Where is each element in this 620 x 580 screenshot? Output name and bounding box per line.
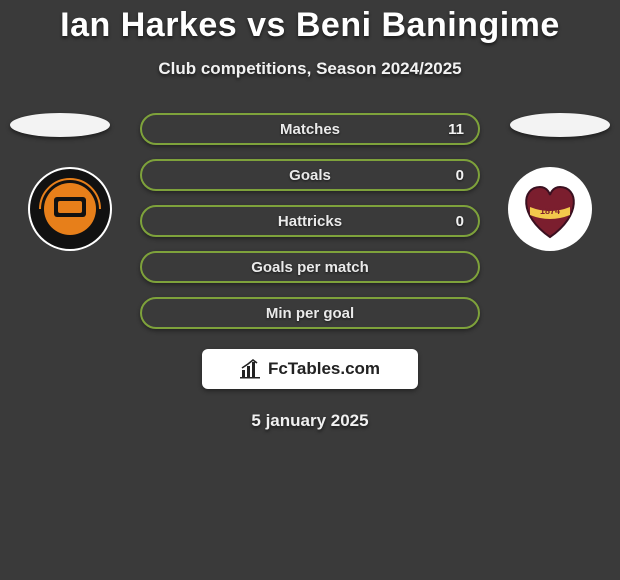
bar-chart-icon (240, 358, 262, 380)
stat-pill-min-per-goal: Min per goal (140, 297, 480, 329)
club-badge-left (20, 165, 120, 253)
stat-value-right: 0 (456, 213, 464, 230)
club-badge-right: 1874 (500, 165, 600, 253)
stats-area: 1874 Matches 11 Goals 0 Hattricks 0 Goal… (0, 113, 620, 431)
country-flag-right (510, 113, 610, 137)
stat-pill-column: Matches 11 Goals 0 Hattricks 0 Goals per… (140, 113, 480, 329)
stat-label: Goals per match (251, 259, 369, 276)
stat-pill-goals-per-match: Goals per match (140, 251, 480, 283)
hearts-year: 1874 (540, 206, 560, 216)
stat-label: Goals (289, 167, 331, 184)
stat-pill-hattricks: Hattricks 0 (140, 205, 480, 237)
stat-label: Min per goal (266, 305, 354, 322)
stat-label: Hattricks (278, 213, 342, 230)
stat-value-right: 0 (456, 167, 464, 184)
country-flag-left (10, 113, 110, 137)
branding-text: FcTables.com (268, 359, 380, 379)
branding-badge: FcTables.com (202, 349, 418, 389)
subtitle: Club competitions, Season 2024/2025 (0, 59, 620, 79)
dundee-united-crest-icon (20, 165, 120, 253)
stat-value-right: 11 (448, 121, 464, 138)
stat-pill-goals: Goals 0 (140, 159, 480, 191)
comparison-date: 5 january 2025 (0, 411, 620, 431)
stat-pill-matches: Matches 11 (140, 113, 480, 145)
stat-label: Matches (280, 121, 340, 138)
page-title: Ian Harkes vs Beni Baningime (0, 6, 620, 45)
hearts-crest-icon: 1874 (500, 165, 600, 253)
